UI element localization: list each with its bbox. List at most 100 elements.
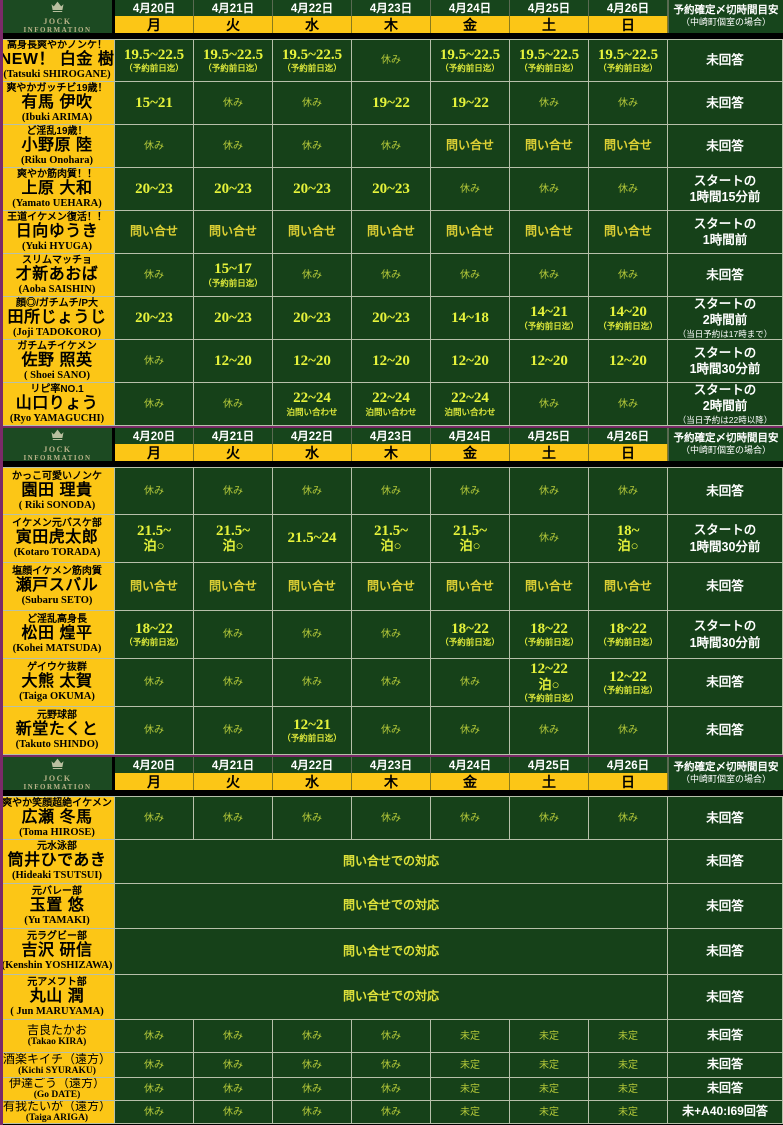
cast-name-cell: 元水泳部 筒井ひであき (Hideaki TSUTSUI) (0, 840, 115, 884)
schedule-cell: 問い合せ (589, 563, 668, 611)
schedule-dayoff: 休み (144, 812, 164, 824)
cast-name-romaji: (Ryo YAMAGUCHI) (9, 412, 105, 424)
schedule-dayoff: 休み (618, 183, 638, 195)
schedule-cell: 問い合せ (352, 211, 431, 254)
schedule-cell: 休み (352, 125, 431, 168)
cast-catchphrase: リピ率NO.1 (30, 383, 84, 395)
schedule-undecided: 未定 (618, 1059, 638, 1071)
schedule-cell: 20~23 (194, 297, 273, 340)
schedule-stay: 泊○ (459, 538, 481, 554)
schedule-cell: 休み (589, 707, 668, 755)
schedule-dayoff: 休み (381, 1083, 401, 1095)
schedule-inquiry: 問い合せ (366, 578, 415, 593)
schedule-cell: 休み (431, 168, 510, 211)
cast-row: 王道イケメン復活！！ 日向ゆうき (Yuki HYUGA) 問い合せ 問い合せ 問い合せ 問… (0, 211, 783, 254)
schedule-cell: 12~20 (510, 340, 589, 383)
schedule-note: （予約前日迄） (519, 637, 579, 648)
cast-name-romaji: (Yu TAMAKI) (24, 914, 90, 926)
date-header: 4月21日 (194, 757, 273, 773)
schedule-cell: 休み (352, 1078, 431, 1101)
deadline-text: 1時間30分前 (689, 635, 761, 650)
schedule-cell: 休み (194, 707, 273, 755)
cast-name: 才新あおば (15, 265, 99, 283)
schedule-time: 20~23 (372, 309, 410, 326)
cast-catchphrase: ど淫乱高身長 (27, 614, 87, 626)
deadline-text: 未回答 (706, 483, 744, 498)
schedule-cell: 未定 (510, 1078, 589, 1101)
schedule-cell: 22~24 泊問い合わせ (431, 383, 510, 426)
deadline-cell: スタートの 1時間前 (668, 211, 783, 254)
schedule-note: （予約前日迄） (203, 277, 263, 288)
schedule-dayoff: 休み (539, 97, 559, 109)
schedule-inquiry-wide: 問い合せでの対応 (342, 989, 439, 1004)
deadline-cell: 未回答 (668, 796, 783, 840)
cast-row: 有我たいが（遠方） (Taiga ARIGA) 休み 休み 休み 休み 未定 未定 未定 未+A4… (0, 1101, 783, 1124)
schedule-cell: 休み (589, 383, 668, 426)
deadline-text: 未+A40:I69回答 (682, 1104, 768, 1119)
deadline-cell: 未回答 (668, 884, 783, 929)
schedule-cell: 20~23 (115, 168, 194, 211)
day-header: 土 (510, 444, 589, 461)
schedule-time: 12~22 (530, 661, 568, 678)
cast-name-romaji: ( Riki SONODA) (18, 499, 96, 511)
day-header: 水 (273, 444, 352, 461)
cast-catchphrase: 元アメフト部 (27, 976, 87, 988)
deadline-cell: 未回答 (668, 1078, 783, 1101)
schedule-undecided: 未定 (618, 1083, 638, 1095)
schedule-dayoff: 休み (381, 629, 401, 640)
deadline-header: 予約確定〆切時間目安 （中崎町個室の場合） (668, 757, 783, 790)
deadline-text: 1時間前 (702, 233, 748, 247)
schedule-dayoff: 休み (223, 140, 243, 152)
cast-name: 大熊 太賀 (21, 673, 93, 691)
schedule-dayoff: 休み (381, 55, 401, 66)
date-header: 4月22日 (273, 757, 352, 773)
schedule-time: 19.5~22.5 (123, 46, 185, 63)
schedule-inquiry: 問い合せ (445, 138, 494, 153)
schedule-cell: 問い合せ (510, 211, 589, 254)
schedule-dayoff: 休み (144, 269, 164, 281)
schedule-cell: 休み (352, 39, 431, 82)
schedule-inquiry: 問い合せ (129, 578, 178, 593)
schedule-time: 14~20 (609, 304, 647, 321)
schedule-dayoff: 休み (460, 485, 480, 497)
deadline-text: 未回答 (706, 989, 744, 1004)
cast-row: ど淫乱高身長 松田 煌平 (Kohei MATSUDA) 18~22 （予約前日迄） 休み… (0, 611, 783, 659)
date-header: 4月23日 (352, 0, 431, 16)
schedule-inquiry-wide: 問い合せでの対応 (342, 898, 439, 913)
deadline-header-title: 予約確定〆切時間目安 (673, 4, 779, 17)
day-header: 月 (115, 773, 194, 790)
cast-name-romaji: (Takuto SHINDO) (15, 739, 99, 751)
schedule-cell: 休み (352, 611, 431, 659)
schedule-time: 21.5~ (452, 522, 488, 539)
schedule-cell: 問い合せ (273, 211, 352, 254)
schedule-cell: 20~23 (352, 168, 431, 211)
schedule-cell: 18~22 （予約前日迄） (510, 611, 589, 659)
schedule-note: （予約前日迄） (598, 637, 658, 648)
cast-row: 爽やかガッチビ19歳！ 有馬 伊吹 (Ibuki ARIMA) 15~21 休み 休み 19… (0, 82, 783, 125)
cast-name-cell: ガチムチイケメン 佐野 照英( Shoei SANO) (0, 340, 115, 383)
jock-information-logo: JOCK INFORMATION (0, 428, 115, 462)
schedule-cell: 18~22 （予約前日迄） (431, 611, 510, 659)
cast-name-cell: 元バレー部 玉置 悠 (Yu TAMAKI) (0, 884, 115, 929)
cast-row: 塩顔イケメン筋肉質 瀬戸スバル (Subaru SETO) 問い合せ 問い合せ 問い合せ 問… (0, 563, 783, 611)
schedule-cell: 休み (273, 1101, 352, 1124)
deadline-text: 2時間前 (702, 313, 748, 328)
schedule-cell: 問い合せでの対応 (115, 884, 668, 929)
schedule-cell: 未定 (510, 1101, 589, 1124)
schedule-cell: 休み (431, 467, 510, 515)
schedule-dayoff: 休み (539, 485, 559, 497)
schedule-cell: 休み (589, 82, 668, 125)
deadline-text: 未回答 (706, 95, 744, 110)
deadline-cell: スタートの 1時間30分前 (668, 340, 783, 383)
schedule-dayoff: 休み (302, 1030, 322, 1042)
schedule-dayoff: 休み (460, 677, 480, 688)
schedule-dayoff: 休み (302, 677, 322, 688)
schedule-dayoff: 休み (381, 269, 401, 281)
schedule-cell: 15~21 (115, 82, 194, 125)
schedule-cell: 休み (352, 1053, 431, 1078)
schedule-inquiry: 問い合せ (524, 138, 573, 153)
schedule-cell: 休み (352, 659, 431, 707)
header-separator (0, 33, 783, 39)
date-header: 4月22日 (273, 0, 352, 16)
cast-row: 伊達ごう（遠方） (Go DATE) 休み 休み 休み 休み 未定 未定 未定 未回答 (0, 1078, 783, 1101)
